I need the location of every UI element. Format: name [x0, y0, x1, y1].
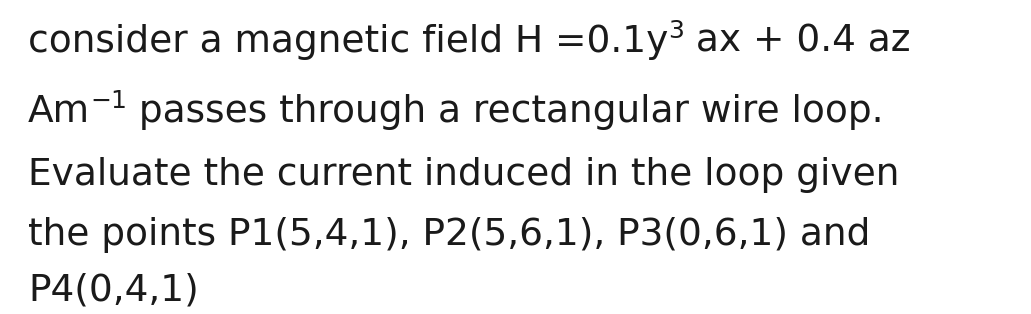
Text: ax + 0.4 az: ax + 0.4 az [685, 24, 910, 60]
Text: Am: Am [28, 94, 90, 130]
Text: 3: 3 [668, 19, 685, 43]
Text: −1: −1 [90, 89, 127, 113]
Text: P4(0,4,1): P4(0,4,1) [28, 272, 199, 308]
Text: passes through a rectangular wire loop.: passes through a rectangular wire loop. [127, 94, 884, 130]
Text: consider a magnetic field H =0.1y: consider a magnetic field H =0.1y [28, 24, 668, 60]
Text: Evaluate the current induced in the loop given: Evaluate the current induced in the loop… [28, 157, 899, 193]
Text: the points P1(5,4,1), P2(5,6,1), P3(0,6,1) and: the points P1(5,4,1), P2(5,6,1), P3(0,6,… [28, 217, 870, 253]
